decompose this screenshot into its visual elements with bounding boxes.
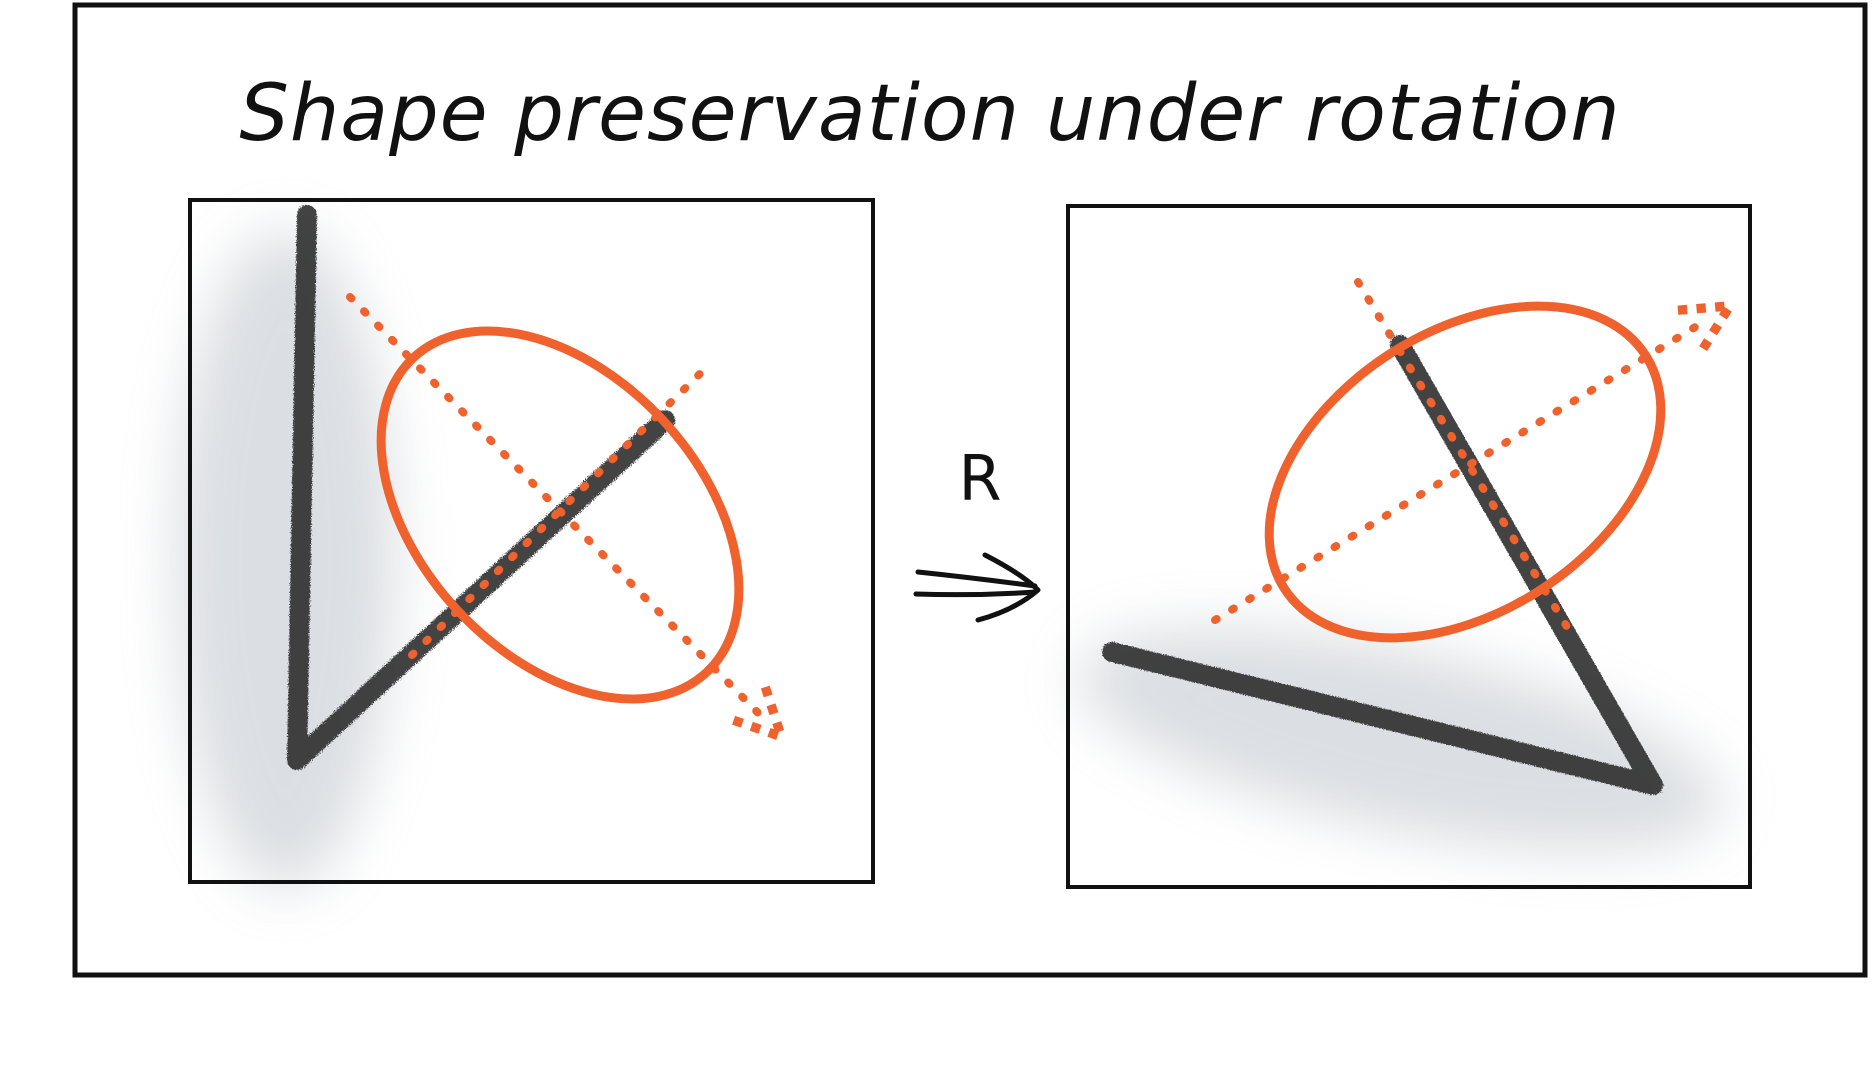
figure-title: Shape preservation under rotation <box>239 69 1620 159</box>
panel-frame-left <box>188 198 875 884</box>
outer-frame <box>72 2 1868 978</box>
l-shape-stroke-left <box>287 205 675 770</box>
shadow-left <box>175 230 395 890</box>
major-axis-right <box>1211 318 1710 624</box>
double-arrow-right-icon <box>913 552 1041 623</box>
panel-after-rotation <box>1066 204 1752 889</box>
major-axis-left <box>346 293 765 720</box>
panel-frame-right <box>1066 204 1752 889</box>
rotation-operator-label: R <box>958 442 1001 515</box>
panel-before-rotation <box>188 198 875 884</box>
shadow-right <box>1076 628 1724 852</box>
